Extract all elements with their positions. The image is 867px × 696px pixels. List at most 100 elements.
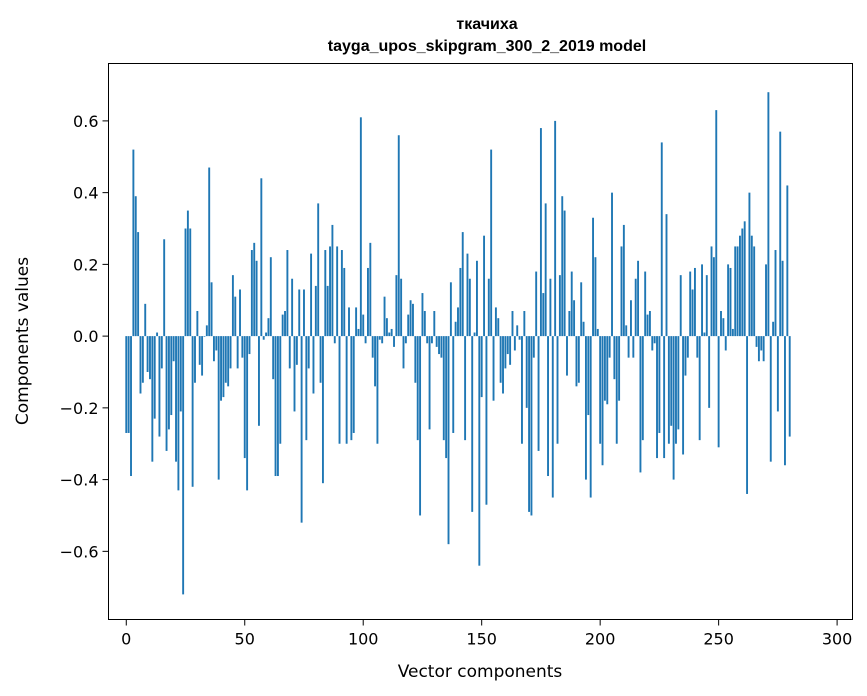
bar-192 [580,282,583,337]
bars-group [125,92,791,595]
bar-136 [447,336,450,545]
bar-65 [279,336,282,444]
bar-194 [584,336,587,480]
bar-206 [613,336,616,380]
bar-23 [179,336,182,412]
bar-266 [755,336,758,347]
bar-53 [250,250,253,337]
bar-5 [137,232,140,337]
bar-167 [521,336,523,444]
bar-64 [276,336,279,477]
bar-237 [686,336,689,358]
bar-111 [388,332,391,337]
plot-frame [108,63,853,620]
bar-258 [736,246,739,337]
bar-152 [485,336,488,505]
bar-204 [608,336,611,358]
bar-222 [651,336,654,351]
bar-199 [596,328,599,337]
bar-39 [217,336,220,480]
x-tick-label: 0 [121,630,131,649]
x-axis-ticks: 0 50 100 150 200 250 300 [121,619,853,649]
bar-188 [570,271,573,337]
bar-265 [753,246,756,337]
bar-77 [307,336,310,369]
bar-185 [563,210,566,337]
bar-219 [644,271,647,337]
bar-213 [630,300,632,337]
bar-230 [670,336,673,426]
bar-176 [542,293,545,337]
bar-27 [189,228,192,337]
bar-26 [186,210,189,337]
bar-8 [144,303,147,337]
x-tick-label: 300 [822,630,853,649]
bar-66 [281,314,284,337]
bar-227 [663,336,666,459]
bar-201 [601,336,604,466]
bar-154 [490,149,493,337]
bar-190 [575,336,578,387]
bar-174 [537,336,540,451]
bar-260 [741,228,744,337]
bar-19 [170,336,173,416]
bar-279 [786,185,789,337]
bar-273 [772,321,775,337]
bar-90 [338,336,341,444]
bar-113 [393,336,395,347]
bar-109 [383,296,386,337]
bar-134 [442,336,445,441]
bar-3 [132,149,135,337]
bar-173 [535,271,538,337]
bar-16 [163,239,166,337]
bar-120 [409,300,412,337]
bar-245 [705,275,708,337]
bar-254 [727,264,730,337]
bar-6 [139,336,142,394]
bar-48 [239,289,241,337]
bar-12 [153,336,156,419]
bar-218 [641,336,644,441]
bar-133 [440,336,443,358]
bar-209 [620,246,623,337]
x-tick-label: 100 [348,630,379,649]
bar-4 [134,196,137,337]
bar-179 [549,278,552,337]
bar-275 [776,336,779,412]
bar-166 [518,336,521,340]
bar-172 [532,336,535,358]
bar-142 [461,232,464,337]
bar-93 [345,336,348,444]
bar-103 [369,242,372,337]
y-tick-label: 0.0 [73,327,98,346]
bar-89 [336,246,339,337]
bar-105 [374,336,377,387]
bar-232 [675,336,677,444]
bar-236 [684,336,687,376]
bar-239 [691,289,694,337]
bar-25 [184,228,187,337]
bar-78 [310,253,313,337]
bar-250 [717,336,720,448]
bar-33 [203,336,206,337]
bar-74 [300,336,303,523]
bar-156 [494,307,497,337]
bar-131 [435,336,438,347]
bar-61 [269,257,272,337]
bar-69 [288,336,291,369]
bar-180 [551,336,554,498]
bar-234 [679,275,682,337]
bar-98 [357,328,360,337]
bar-101 [364,336,367,344]
bar-95 [350,336,353,441]
bar-147 [473,332,476,337]
bar-81 [317,203,320,337]
bar-186 [566,336,568,376]
bar-159 [502,336,504,394]
bar-58 [262,336,265,340]
bar-14 [158,336,161,437]
bar-91 [340,250,343,337]
bar-22 [177,336,180,491]
bar-251 [720,311,722,337]
bar-211 [625,325,628,337]
